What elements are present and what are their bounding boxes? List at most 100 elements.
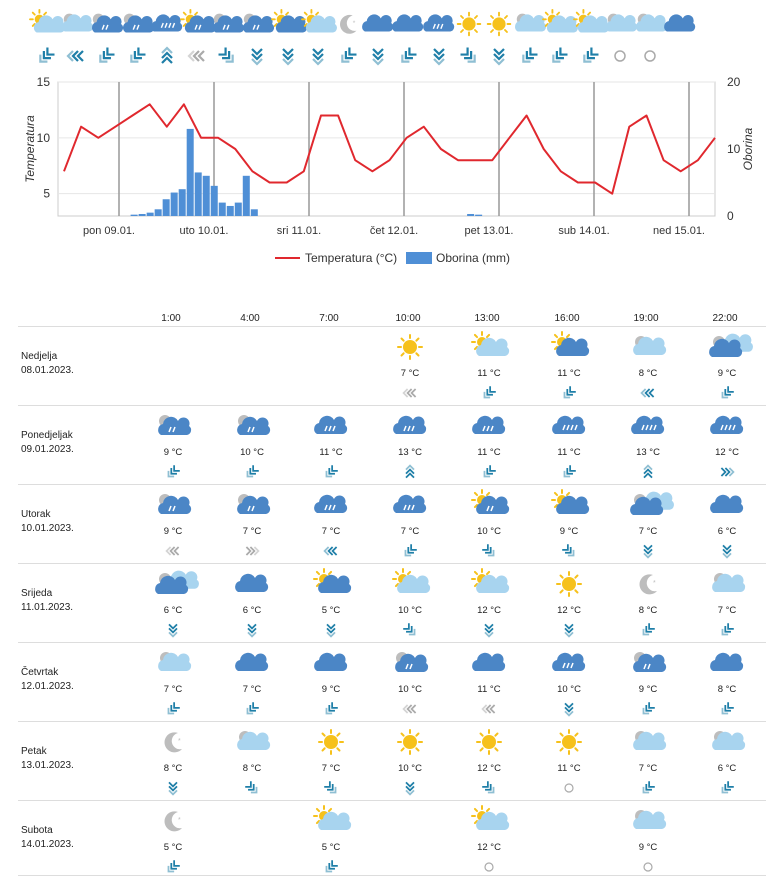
forecast-cell: 9 °C bbox=[702, 332, 753, 404]
temperature-value: 7 °C bbox=[321, 526, 341, 537]
sun-icon bbox=[552, 727, 586, 757]
sun-cloud-light-icon bbox=[300, 8, 337, 40]
temperature-value: 8 °C bbox=[242, 763, 262, 774]
x-day-label: ned 15.01. bbox=[653, 225, 705, 237]
wind-direction-icon bbox=[459, 46, 479, 66]
wind-direction-icon bbox=[217, 46, 237, 66]
temperature-value: 6 °C bbox=[717, 763, 737, 774]
wind-direction-icon bbox=[670, 46, 690, 66]
wind-direction-icon bbox=[580, 46, 600, 66]
forecast-cell: 6 °C bbox=[148, 569, 199, 641]
temperature-value: 9 °C bbox=[638, 842, 658, 853]
precipitation-bar bbox=[242, 175, 250, 216]
y-left-tick: 15 bbox=[37, 75, 51, 89]
cloud-rain-icon bbox=[314, 411, 348, 441]
wind-direction-icon bbox=[244, 464, 260, 480]
y-right-label: Oborina bbox=[741, 127, 755, 170]
precipitation-bar bbox=[210, 185, 218, 216]
cloud-rain-icon bbox=[393, 411, 427, 441]
wind-direction-icon bbox=[323, 859, 339, 875]
hour-header: 7:00 bbox=[319, 313, 339, 324]
forecast-cell: 9 °C bbox=[148, 490, 198, 562]
forecast-cell: 11 °C bbox=[544, 411, 594, 483]
wind-direction-icon bbox=[640, 701, 656, 717]
forecast-cell: 7 °C bbox=[148, 648, 198, 720]
x-day-label: uto 10.01. bbox=[180, 225, 229, 237]
forecast-cell: 11 °C bbox=[306, 411, 356, 483]
wind-direction-icon bbox=[165, 859, 181, 875]
temperature-value: 7 °C bbox=[638, 763, 658, 774]
precipitation-bar bbox=[146, 212, 154, 216]
wind-direction-icon bbox=[640, 780, 656, 796]
cloud-blue-icon bbox=[710, 648, 744, 678]
cloud-rain-drizzle-icon bbox=[393, 648, 429, 678]
wind-direction-icon bbox=[244, 622, 260, 638]
forecast-cell: 6 °C bbox=[227, 569, 277, 641]
hour-header: 13:00 bbox=[474, 313, 500, 324]
forecast-cell: 12 °C bbox=[702, 411, 752, 483]
cloud-rain-drizzle-icon bbox=[631, 648, 667, 678]
cloud-rain-drizzle-icon bbox=[211, 8, 245, 40]
cloud-rain-icon bbox=[422, 8, 455, 40]
wind-direction-icon bbox=[165, 701, 181, 717]
svg-text:*: * bbox=[353, 20, 356, 27]
forecast-cell: 10 °C bbox=[385, 568, 435, 641]
cloud-blue-icon bbox=[710, 490, 744, 520]
day-name: Nedjelja bbox=[21, 351, 58, 362]
forecast-cell: 11 °C bbox=[464, 648, 514, 720]
temperature-value: 6 °C bbox=[717, 526, 737, 537]
row-divider bbox=[18, 484, 766, 485]
wind-direction-icon bbox=[402, 385, 418, 401]
cloud-rain-drizzle-icon bbox=[235, 411, 271, 441]
forecast-cell: 8 °C bbox=[623, 332, 673, 404]
wind-direction-icon bbox=[640, 622, 656, 638]
day-name: Subota bbox=[21, 825, 53, 836]
cloud-rain-icon bbox=[314, 490, 348, 520]
x-day-label: sub 14.01. bbox=[558, 225, 609, 237]
temperature-value: 8 °C bbox=[163, 763, 183, 774]
wind-direction-icon bbox=[323, 622, 339, 638]
forecast-cell: 6 °C bbox=[702, 727, 752, 799]
wind-direction-icon bbox=[481, 385, 497, 401]
precipitation-bar bbox=[194, 172, 202, 216]
sun-cloud-blue-icon bbox=[270, 8, 307, 40]
sun-cloud-light-icon bbox=[392, 568, 431, 599]
row-divider bbox=[18, 326, 766, 327]
sun-icon bbox=[393, 332, 427, 362]
forecast-cell: 7 °C bbox=[306, 490, 356, 562]
row-divider bbox=[18, 800, 766, 801]
wind-direction-icon bbox=[165, 543, 181, 559]
cloud-blue-icon bbox=[235, 648, 269, 678]
forecast-cell: 7 °C bbox=[227, 648, 277, 720]
precipitation-bar bbox=[234, 202, 242, 216]
day-date: 13.01.2023. bbox=[21, 760, 74, 771]
wind-direction-icon bbox=[719, 780, 735, 796]
hour-header: 16:00 bbox=[554, 313, 580, 324]
temperature-value: 13 °C bbox=[636, 447, 660, 458]
cloud-blue-icon bbox=[392, 8, 424, 40]
sun-cloud-blue-icon bbox=[551, 489, 590, 520]
wind-direction-icon bbox=[244, 543, 260, 559]
wind-direction-icon bbox=[165, 622, 181, 638]
temperature-value: 10 °C bbox=[240, 447, 264, 458]
hour-header: 4:00 bbox=[240, 313, 260, 324]
hour-header: 22:00 bbox=[712, 313, 738, 324]
wind-direction-icon bbox=[36, 46, 56, 66]
forecast-cell: * 8 °C bbox=[148, 727, 198, 799]
temperature-value: 12 °C bbox=[477, 605, 501, 616]
wind-direction-icon bbox=[561, 622, 577, 638]
temperature-value: 8 °C bbox=[638, 368, 658, 379]
x-day-label: pon 09.01. bbox=[83, 225, 135, 237]
svg-text:*: * bbox=[653, 580, 656, 587]
forecast-cell: 7 °C bbox=[702, 569, 752, 641]
cloud-light-icon bbox=[513, 8, 547, 40]
wind-direction-icon bbox=[308, 46, 328, 66]
sun-icon bbox=[453, 8, 485, 40]
forecast-cell: 10 °C bbox=[227, 411, 277, 483]
wind-direction-icon bbox=[187, 46, 207, 66]
temperature-value: 7 °C bbox=[400, 526, 420, 537]
wind-direction-icon bbox=[244, 780, 260, 796]
wind-direction-icon bbox=[402, 464, 418, 480]
wind-direction-icon bbox=[66, 46, 86, 66]
forecast-cell: 11 °C bbox=[544, 331, 594, 404]
